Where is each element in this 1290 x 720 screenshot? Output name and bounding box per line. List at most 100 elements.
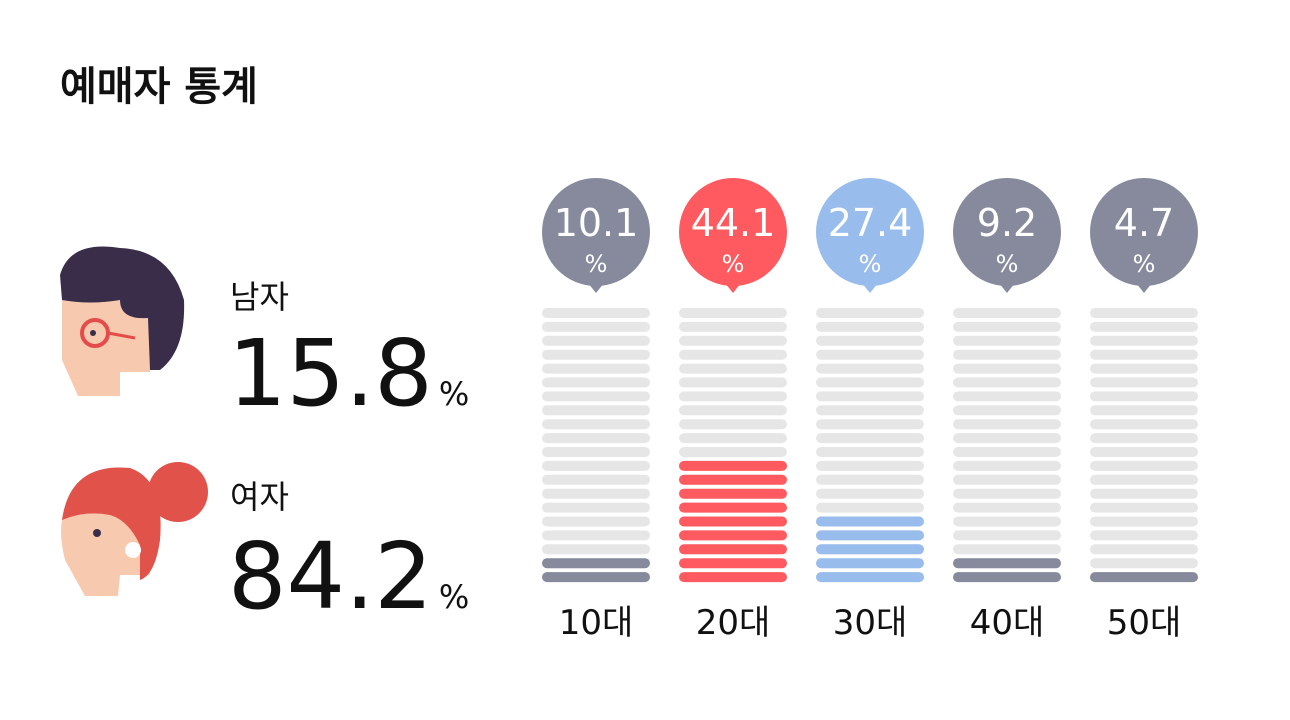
track-segment [953, 474, 1061, 485]
track-segment [542, 516, 650, 527]
value-label: 9.2 [977, 201, 1037, 245]
track-segment [542, 530, 650, 541]
gender-label: 여자 [230, 478, 289, 516]
bubble-pointer [725, 283, 741, 293]
track-segment [953, 391, 1061, 402]
track-segment [542, 308, 650, 318]
bar-segment [1090, 572, 1198, 583]
track-segment [816, 391, 924, 402]
value-label: 10.1 [554, 201, 639, 245]
track-segment [542, 363, 650, 374]
track-segment [542, 419, 650, 430]
track-segment [953, 433, 1061, 444]
bubble-pointer [862, 283, 878, 293]
bar-segment [679, 488, 787, 499]
track-segment [1090, 558, 1198, 569]
track-segment [1090, 363, 1198, 374]
bar-segment [816, 572, 924, 583]
track-segment [1090, 502, 1198, 513]
track-segment [542, 377, 650, 388]
track-segment [542, 460, 650, 471]
x-tick-label: 50대 [1107, 603, 1182, 643]
bar-segment [679, 516, 787, 527]
track-segment [953, 488, 1061, 499]
bar-segment [679, 502, 787, 513]
track-segment [679, 433, 787, 444]
track-segment [542, 349, 650, 360]
track-segment [816, 474, 924, 485]
track-segment [1090, 530, 1198, 541]
gender-unit: % [439, 375, 469, 413]
track-segment [1090, 433, 1198, 444]
value-label: 4.7 [1114, 201, 1174, 245]
track-segment [679, 405, 787, 416]
track-segment [1090, 308, 1198, 318]
track-segment [953, 460, 1061, 471]
bubble [816, 178, 924, 286]
track-segment [816, 447, 924, 457]
bar-segment [816, 530, 924, 541]
track-segment [953, 363, 1061, 374]
value-unit: % [859, 250, 882, 278]
track-segment [953, 405, 1061, 416]
track-segment [1090, 447, 1198, 457]
bubble [542, 178, 650, 286]
track-segment [679, 377, 787, 388]
track-segment [816, 502, 924, 513]
track-segment [816, 308, 924, 318]
track-segment [816, 349, 924, 360]
track-segment [816, 377, 924, 388]
track-segment [679, 447, 787, 457]
track-segment [542, 544, 650, 555]
bar-segment [542, 572, 650, 583]
track-segment [816, 363, 924, 374]
bubble [1090, 178, 1198, 286]
value-label: 27.4 [828, 201, 913, 245]
track-segment [816, 460, 924, 471]
gender-value: 15.8 [228, 320, 433, 427]
track-segment [542, 433, 650, 444]
track-segment [542, 405, 650, 416]
track-segment [1090, 321, 1198, 332]
bar [679, 460, 787, 583]
bar-segment [679, 572, 787, 583]
bar-segment [542, 558, 650, 569]
x-tick-label: 20대 [696, 603, 771, 643]
bubble-pointer [999, 283, 1015, 293]
track-segment [953, 502, 1061, 513]
track-segment [679, 391, 787, 402]
x-tick-label: 10대 [559, 603, 634, 643]
bar [953, 558, 1061, 583]
bubble-pointer [1136, 283, 1152, 293]
track-segment [953, 447, 1061, 457]
track-segment [1090, 474, 1198, 485]
track-segment [679, 419, 787, 430]
x-tick-label: 40대 [970, 603, 1045, 643]
bar [542, 558, 650, 583]
track-segment [953, 349, 1061, 360]
track-segment [1090, 516, 1198, 527]
track-segment [1090, 488, 1198, 499]
bar [816, 516, 924, 583]
track-segment [679, 308, 787, 318]
bar-segment [953, 572, 1061, 583]
track-segment [816, 335, 924, 346]
track-segment [679, 321, 787, 332]
gender-unit: % [439, 578, 469, 616]
value-label: 44.1 [691, 201, 776, 245]
track-segment [1090, 391, 1198, 402]
track-segment [953, 530, 1061, 541]
bar-segment [679, 460, 787, 471]
track-segment [953, 335, 1061, 346]
gender-value: 84.2 [228, 523, 433, 630]
track-segment [542, 502, 650, 513]
bar-segment [679, 530, 787, 541]
title: 예매자 통계 [60, 64, 258, 110]
bar [1090, 572, 1198, 583]
track-segment [1090, 335, 1198, 346]
track-segment [1090, 544, 1198, 555]
track-segment [816, 321, 924, 332]
track-segment [816, 419, 924, 430]
track-segment [542, 447, 650, 457]
